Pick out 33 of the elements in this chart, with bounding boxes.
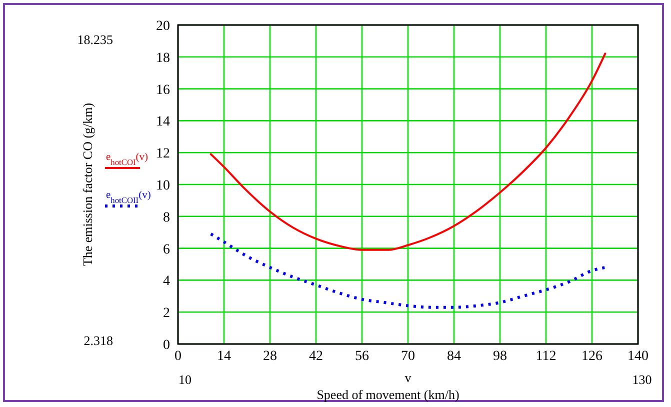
- text: 18.235: [77, 32, 113, 47]
- line-series: [209, 232, 607, 309]
- x-tick-label: 70: [401, 349, 415, 364]
- text: v: [404, 370, 412, 385]
- text: 130: [632, 372, 652, 387]
- x-tick-label: 56: [355, 349, 369, 364]
- x-tick-label: 112: [536, 349, 556, 364]
- x-tick-label: 98: [493, 349, 507, 364]
- y-tick-label: 18: [156, 50, 170, 66]
- x-tick-label: 0: [174, 349, 182, 364]
- y-tick-label: 16: [156, 82, 170, 98]
- x-tick-label: 140: [628, 349, 648, 364]
- text: 10: [178, 372, 192, 387]
- x-axis-title: Speed of movement (km/h): [316, 387, 460, 402]
- x-tick-label: 14: [217, 349, 231, 364]
- y-tick-label: 0: [163, 338, 170, 353]
- y-tick-label: 4: [163, 274, 170, 290]
- y-tick-label: 6: [163, 242, 170, 258]
- y-tick-label: 10: [156, 178, 170, 194]
- y-tick-label: 14: [156, 114, 170, 130]
- text: e$_{hotCOI}$(v): [106, 152, 149, 166]
- y-tick-label: 20: [156, 19, 170, 34]
- x-tick-label: 42: [309, 349, 323, 364]
- x-tick-label: 84: [447, 349, 461, 364]
- text: e$_{hotCOII}$(v): [106, 190, 152, 204]
- x-tick-label: 28: [263, 349, 277, 364]
- x-tick-label: 126: [582, 349, 602, 364]
- text: 2.318: [84, 333, 113, 348]
- y-axis-title: The emission factor CO (g/km): [80, 102, 95, 266]
- y-tick-label: 12: [156, 146, 170, 162]
- y-tick-label: 2: [163, 306, 170, 322]
- line-series: [210, 52, 606, 251]
- y-tick-label: 8: [163, 210, 170, 226]
